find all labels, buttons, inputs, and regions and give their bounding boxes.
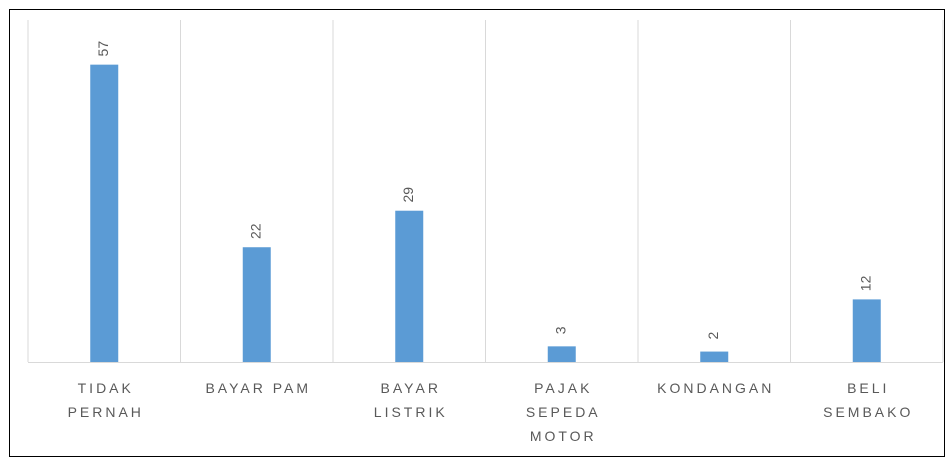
x-tick-label: PAJAK SEPEDA MOTOR bbox=[526, 380, 601, 444]
bar bbox=[547, 346, 576, 362]
chart-border bbox=[9, 9, 945, 457]
x-tick-label: BELI SEMBAKO bbox=[823, 380, 913, 420]
data-label: 12 bbox=[857, 275, 873, 291]
x-tick-label: BAYAR PAM bbox=[205, 380, 311, 396]
bar bbox=[700, 351, 729, 362]
x-tick-label: TIDAK PERNAH bbox=[68, 380, 144, 420]
bar bbox=[242, 247, 271, 362]
x-tick-label: BAYAR LISTRIK bbox=[374, 380, 448, 420]
data-label: 29 bbox=[400, 187, 416, 203]
data-label: 57 bbox=[95, 41, 111, 57]
x-tick-label: KONDANGAN bbox=[657, 380, 774, 396]
bar bbox=[90, 64, 119, 363]
data-label: 22 bbox=[247, 223, 263, 239]
bar bbox=[395, 210, 424, 362]
data-label: 2 bbox=[705, 331, 721, 339]
data-label: 3 bbox=[552, 326, 568, 334]
bar bbox=[852, 299, 881, 362]
